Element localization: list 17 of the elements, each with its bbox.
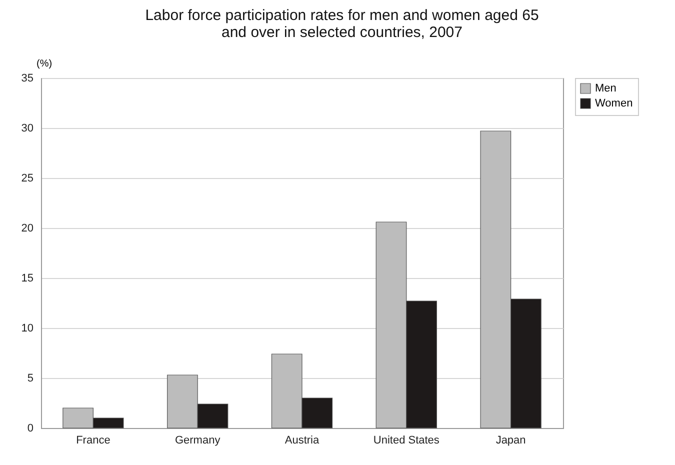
x-tick-label: France — [76, 434, 110, 446]
x-tick-label: Japan — [496, 434, 526, 446]
x-tick-label: Germany — [174, 434, 221, 446]
x-tick-label: Austria — [284, 434, 320, 446]
y-tick-label: 35 — [21, 72, 34, 84]
legend-label: Women — [595, 98, 633, 110]
y-tick-label: 5 — [27, 372, 34, 384]
y-tick-label: 0 — [27, 422, 34, 434]
chart-title: Labor force participation rates for men and women aged 65 and over in selected countries, 2007 — [145, 7, 539, 41]
x-tick-label: United States — [373, 434, 440, 446]
legend-label: Men — [595, 82, 616, 94]
y-tick-label: 15 — [21, 272, 34, 284]
y-tick-label: 25 — [21, 172, 34, 184]
y-tick-label: 10 — [21, 322, 34, 334]
y-tick-label: 30 — [21, 122, 34, 134]
y-axis-title: (%) — [36, 58, 52, 70]
y-tick-label: 20 — [21, 222, 34, 234]
